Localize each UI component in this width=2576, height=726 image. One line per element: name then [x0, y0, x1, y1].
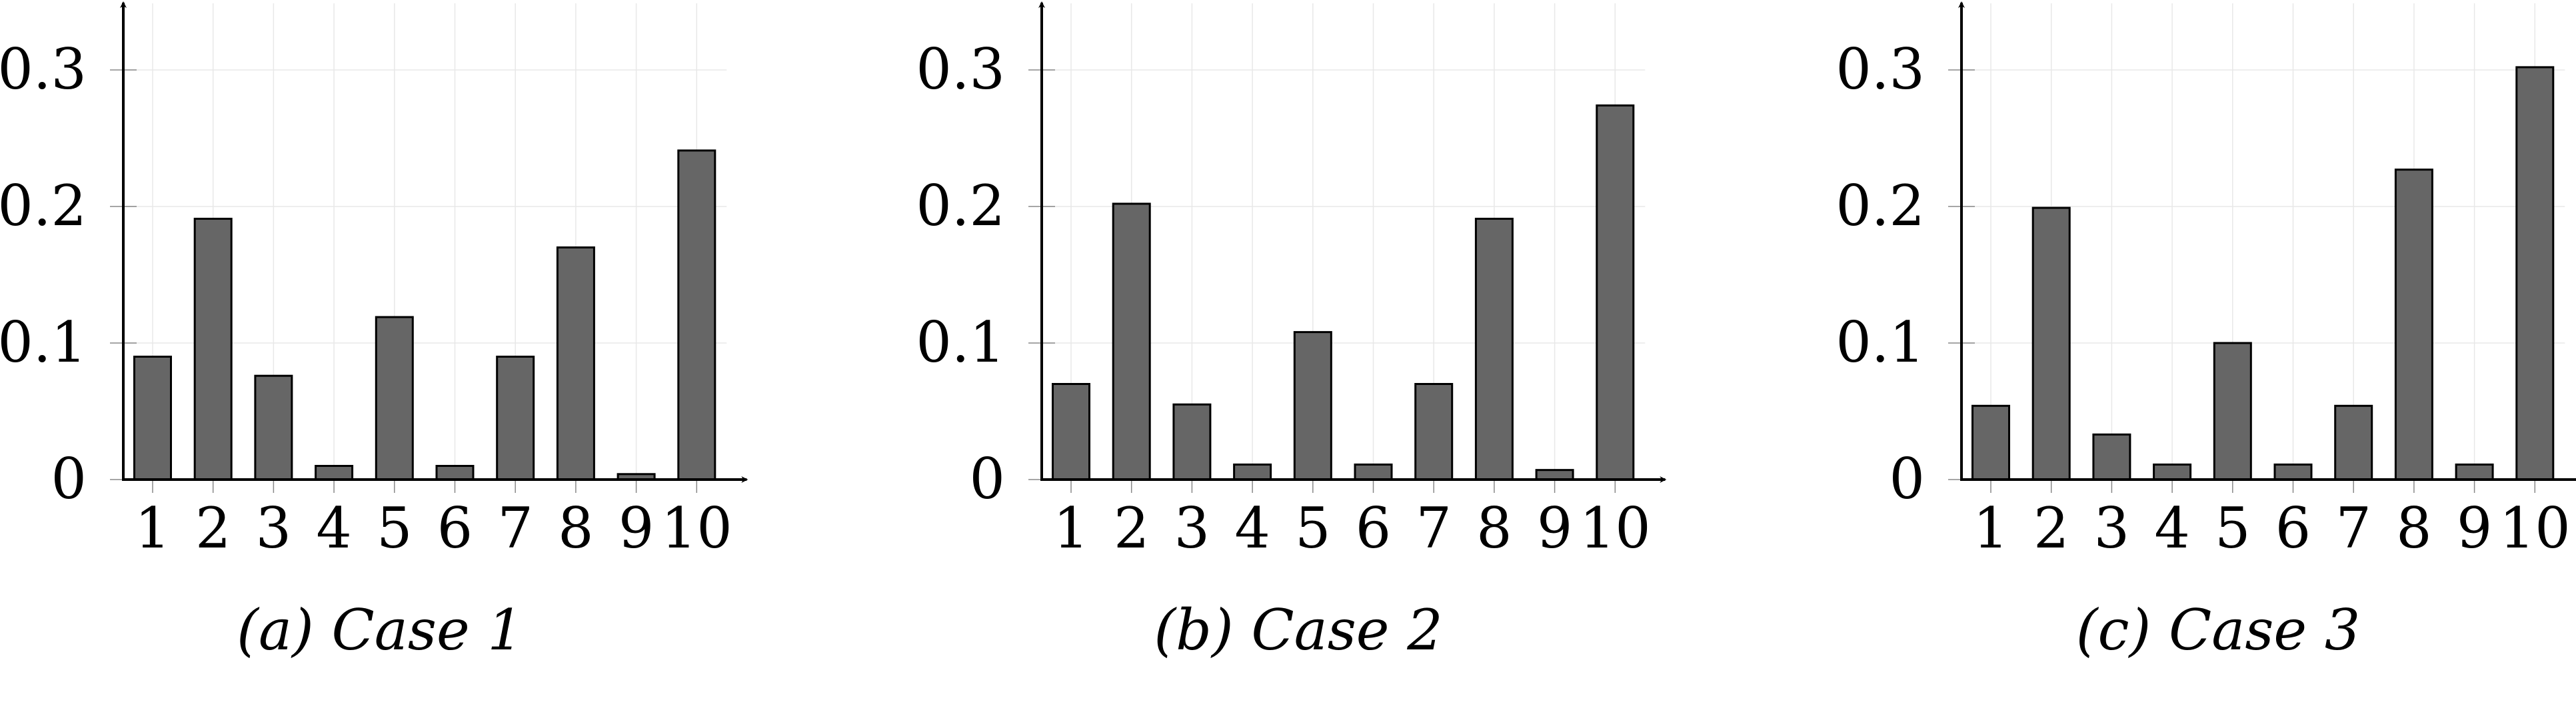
bar-6 [1354, 463, 1393, 481]
bar-2 [2031, 206, 2071, 481]
bar-6 [2273, 463, 2313, 481]
bar-2 [193, 217, 233, 481]
y-tick-label: 0.3 [0, 37, 87, 102]
x-tick-label: 7 [1416, 496, 1451, 561]
y-tick-label: 0.1 [0, 310, 87, 375]
chart-caption: (a) Case 1 [237, 597, 523, 663]
x-tick-label: 7 [2335, 496, 2371, 561]
bar-10 [677, 149, 716, 481]
chart-panel-1: 0 0.1 0.2 0.3 1 2 3 4 5 6 7 8 9 10 (a) Case 1 [0, 1, 748, 663]
chart-panel-2: 0 0.1 0.2 0.3 1 2 3 4 5 6 7 8 9 10 (b) Case 2 [916, 1, 1667, 663]
x-tick-label: 9 [619, 496, 654, 561]
bar-7 [496, 356, 535, 481]
y-tick-label: 0.2 [1836, 173, 1925, 238]
bar-5 [2213, 342, 2252, 481]
x-tick-label: 3 [256, 496, 291, 561]
x-tick-label: 5 [1295, 496, 1330, 561]
bar-8 [2394, 169, 2433, 481]
x-tick-label: 1 [1053, 496, 1088, 561]
x-tick-label: 3 [1174, 496, 1210, 561]
chart-caption: (c) Case 3 [2076, 597, 2361, 663]
bar-5 [1293, 331, 1332, 481]
bar-7 [1414, 383, 1454, 481]
bar-4 [315, 465, 354, 481]
bar-2 [1112, 202, 1151, 481]
bar-8 [556, 246, 595, 481]
x-tick-label: 2 [2033, 496, 2069, 561]
y-tick-label: 0 [970, 446, 1005, 512]
bar-6 [435, 465, 475, 481]
x-tick-label: 8 [2396, 496, 2431, 561]
y-tick-label: 0.3 [916, 37, 1005, 102]
chart-caption: (b) Case 2 [1154, 597, 1442, 663]
x-tick-label: 4 [1234, 496, 1270, 561]
x-tick-label: 2 [1114, 496, 1149, 561]
x-tick-label: 10 [661, 496, 732, 561]
bar-3 [1172, 403, 1212, 481]
bar-1 [133, 356, 172, 481]
bar-10 [1596, 104, 1635, 481]
x-tick-label: 4 [316, 496, 351, 561]
y-tick-label: 0 [1890, 446, 1925, 512]
x-tick-label: 6 [437, 496, 473, 561]
x-tick-label: 6 [1356, 496, 1391, 561]
y-tick-label: 0.3 [1836, 37, 1925, 102]
bar-7 [2334, 404, 2373, 481]
bar-4 [1233, 463, 1272, 481]
bar-10 [2515, 66, 2555, 481]
bar-5 [375, 316, 414, 481]
x-tick-label: 6 [2275, 496, 2311, 561]
x-tick-label: 5 [2215, 496, 2250, 561]
y-tick-label: 0.2 [0, 173, 87, 238]
x-tick-label: 8 [1476, 496, 1512, 561]
x-tick-label: 3 [2094, 496, 2129, 561]
x-tick-label: 7 [497, 496, 533, 561]
y-tick-label: 0.1 [916, 310, 1005, 375]
x-tick-label: 10 [1580, 496, 1651, 561]
x-tick-label: 1 [1973, 496, 2008, 561]
y-tick-label: 0.1 [1836, 310, 1925, 375]
x-tick-label: 4 [2154, 496, 2189, 561]
x-tick-label: 1 [135, 496, 170, 561]
x-tick-label: 8 [558, 496, 593, 561]
bar-1 [1052, 383, 1090, 481]
bar-1 [1971, 404, 2010, 481]
bar-3 [254, 374, 293, 481]
x-tick-label: 9 [1537, 496, 1572, 561]
bar-9 [1535, 469, 1574, 481]
x-tick-label: 10 [2499, 496, 2571, 561]
x-tick-label: 2 [195, 496, 231, 561]
x-tick-label: 5 [377, 496, 412, 561]
chart-panel-3: 0 0.1 0.2 0.3 1 2 3 4 5 6 7 8 9 10 (c) Case 3 [1836, 1, 2576, 663]
x-tick-label: 9 [2457, 496, 2492, 561]
bar-4 [2153, 463, 2192, 481]
y-tick-label: 0 [51, 446, 87, 512]
y-tick-label: 0.2 [916, 173, 1005, 238]
bar-9 [2455, 463, 2494, 481]
bar-8 [1474, 217, 1514, 481]
bar-3 [2092, 433, 2131, 481]
